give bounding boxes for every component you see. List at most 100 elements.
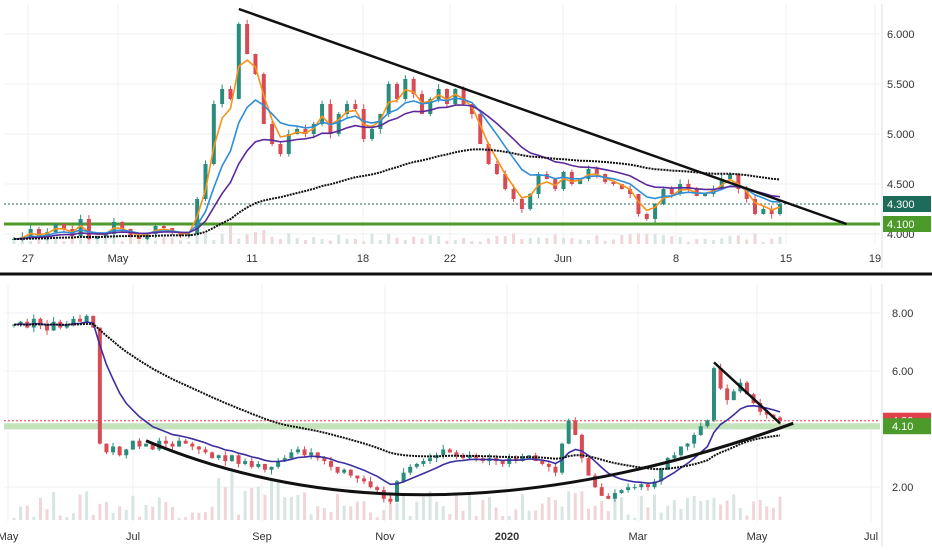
volume-bar [197, 512, 201, 520]
volume-bar [487, 497, 491, 520]
volume-bar [322, 507, 326, 520]
volume-bar [778, 236, 782, 244]
volume-bar [170, 237, 174, 244]
candle-body [276, 461, 281, 467]
x-tick-label: 2020 [495, 531, 519, 543]
candle-body [653, 204, 658, 219]
candle-body [594, 169, 599, 174]
candle-body [719, 179, 724, 189]
candle-body [536, 174, 541, 194]
volume-bar [653, 494, 657, 520]
volume-bar [587, 508, 590, 520]
candle-body [428, 458, 433, 462]
volume-bar [686, 241, 690, 244]
candle-body [111, 446, 116, 453]
candle-body [644, 214, 649, 219]
candle-body [355, 475, 360, 479]
candle-body [401, 472, 406, 482]
candle-body [511, 189, 516, 199]
candle-body [342, 469, 347, 473]
volume-bar [303, 492, 307, 520]
candle-body [228, 89, 233, 99]
candle-body [216, 455, 221, 459]
candle-body [353, 104, 358, 109]
volume-bar [527, 510, 531, 520]
candle-body [619, 184, 624, 189]
candle-body [447, 449, 452, 453]
volume-bar [120, 241, 124, 244]
candle-body [753, 199, 758, 214]
candle-body [672, 455, 677, 459]
candle-body [421, 461, 426, 464]
volume-bar [537, 237, 541, 244]
candle-body [236, 24, 241, 99]
volume-bar [745, 239, 749, 244]
candle-body [761, 209, 766, 214]
x-tick-label: 22 [444, 253, 456, 265]
volume-bar [243, 490, 247, 520]
volume-bar [547, 497, 551, 520]
volume-bar [474, 516, 478, 520]
volume-bar [184, 517, 188, 520]
volume-bar [678, 237, 682, 244]
volume-bar [666, 505, 670, 520]
volume-bar [98, 504, 102, 520]
volume-bar [38, 497, 42, 520]
candle-body [345, 104, 350, 114]
candle-body [183, 440, 188, 444]
candle-body [428, 99, 433, 114]
candle-body [414, 463, 419, 467]
volume-bar [395, 237, 399, 244]
volume-bar [87, 238, 91, 244]
candle-body [170, 443, 175, 447]
x-tick-label: Jun [554, 253, 572, 265]
volume-bar [342, 505, 346, 520]
candle-body [163, 440, 168, 444]
candle-body [136, 236, 141, 239]
volume-bar [562, 237, 566, 244]
volume-bar [276, 480, 280, 520]
trendline [238, 7, 848, 226]
candle-body [586, 458, 591, 476]
volume-bar [187, 241, 191, 244]
volume-bar [369, 512, 373, 520]
candle-body [361, 478, 366, 482]
y-tick-label: 6.000 [887, 29, 915, 41]
moving-average-line [13, 104, 781, 240]
candle-body [553, 466, 558, 473]
volume-bar [661, 235, 665, 244]
volume-bar [771, 508, 775, 520]
volume-bar [228, 224, 232, 244]
candle-body [461, 89, 466, 104]
volume-bar [428, 235, 432, 244]
volume-bar [540, 503, 544, 520]
candle-body [669, 189, 674, 194]
volume-bar [587, 239, 590, 244]
volume-bar [719, 504, 723, 520]
candle-body [718, 368, 723, 389]
candle-body [220, 89, 225, 104]
candle-body [579, 434, 584, 459]
volume-bar [738, 507, 742, 520]
volume-bar [177, 517, 181, 520]
volume-bar [703, 238, 707, 244]
candle-body [436, 89, 441, 99]
volume-bar [336, 494, 340, 520]
volume-bar [573, 493, 577, 520]
volume-bar [162, 236, 166, 244]
volume-bar [387, 234, 391, 244]
volume-bar [613, 499, 617, 520]
volume-bar [553, 499, 557, 520]
x-tick-label: May [0, 531, 19, 543]
volume-bar [95, 239, 99, 244]
volume-bar [296, 495, 300, 520]
volume-bar [761, 241, 765, 244]
volume-bar [578, 239, 582, 244]
candle-body [778, 204, 782, 214]
volume-bar [620, 235, 624, 244]
candle-body [97, 327, 102, 444]
candle-body [645, 484, 650, 488]
volume-bar [495, 235, 499, 244]
x-tick-label: 8 [673, 253, 679, 265]
volume-bar [278, 238, 282, 244]
